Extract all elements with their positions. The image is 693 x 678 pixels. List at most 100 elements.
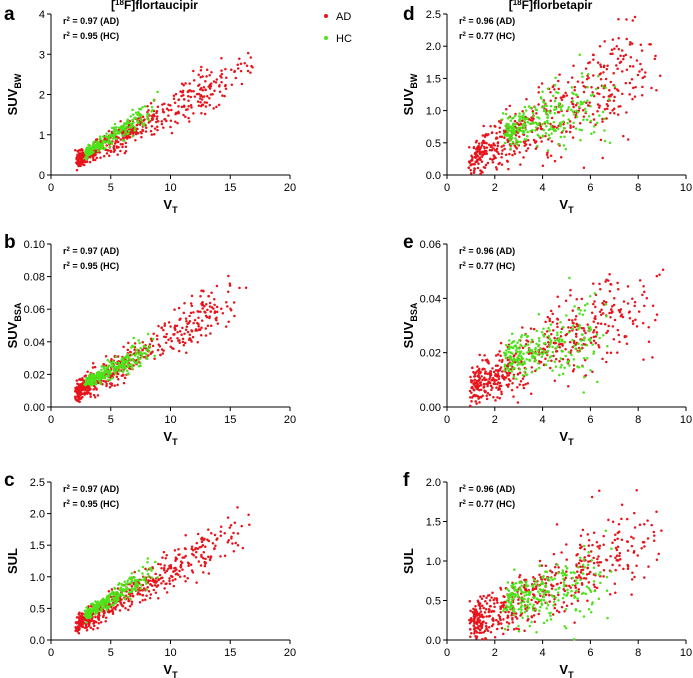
scatter-point-ad [200,545,203,548]
scatter-point-hc [108,372,111,375]
scatter-point-ad [475,610,479,613]
scatter-point-ad [205,302,208,306]
scatter-point-ad [617,18,620,21]
scatter-point-hc [546,576,549,580]
scatter-point-ad [211,541,215,545]
scatter-point-ad [481,358,484,362]
scatter-point-hc [127,595,130,598]
scatter-point-ad [549,154,553,158]
scatter-point-hc [527,606,531,610]
scatter-point-ad [118,609,122,612]
scatter-point-ad [484,622,488,625]
x-tick-label: 8 [635,647,641,659]
scatter-point-ad [579,534,583,537]
scatter-point-hc [92,140,95,144]
scatter-point-hc [567,118,570,121]
scatter-point-hc [539,96,543,99]
scatter-point-ad [557,593,560,597]
scatter-point-hc [145,582,148,585]
scatter-point-hc [133,129,136,132]
scatter-point-ad [539,360,543,364]
scatter-point-ad [537,91,540,94]
y-tick-label: 1.0 [426,106,441,118]
scatter-point-ad [81,395,84,399]
scatter-point-ad [587,76,590,80]
scatter-point-hc [591,93,595,97]
scatter-point-ad [599,287,602,291]
r2-annotation: r2 = 0.95 (HC) [63,31,119,41]
scatter-point-ad [516,401,520,404]
scatter-point-ad [474,371,478,374]
scatter-point-ad [479,169,482,172]
scatter-point-hc [589,328,593,331]
scatter-point-ad [104,616,108,620]
scatter-point-ad [476,166,480,170]
x-tick-label: 2 [492,647,498,659]
scatter-point-ad [208,103,212,107]
scatter-point-hc [131,134,135,138]
scatter-point-ad [147,109,150,112]
scatter-point-ad [483,135,487,139]
scatter-point-ad [482,367,485,370]
y-tick-label: 2.0 [426,477,441,489]
scatter-point-ad [151,344,155,348]
x-tick-label: 20 [284,182,296,194]
scatter-point-ad [187,321,191,325]
scatter-point-hc [502,609,505,613]
scatter-point-ad [611,325,615,328]
scatter-point-ad [183,341,187,345]
scatter-point-ad [481,620,484,624]
scatter-point-ad [497,377,501,381]
scatter-point-ad [484,624,488,628]
scatter-point-ad [231,542,234,545]
scatter-point-hc [100,609,103,613]
scatter-point-hc [585,585,589,588]
scatter-point-ad [578,559,582,562]
scatter-point-ad [514,612,518,615]
scatter-point-ad [206,308,209,312]
scatter-point-ad [479,146,483,149]
scatter-point-hc [579,556,582,560]
scatter-point-hc [603,139,607,143]
x-tick-label: 20 [284,647,296,659]
scatter-point-ad [208,74,211,77]
scatter-point-hc [84,381,88,384]
r2-annotation: r2 = 0.77 (HC) [459,31,515,41]
scatter-point-hc [139,364,142,368]
scatter-point-hc [102,376,106,380]
scatter-point-hc [520,590,524,594]
scatter-point-hc [592,580,596,583]
scatter-point-hc [571,338,574,342]
scatter-point-ad [570,76,574,79]
scatter-point-ad [247,513,250,517]
scatter-point-ad [594,341,598,345]
scatter-point-ad [485,627,488,631]
scatter-point-ad [594,305,597,309]
scatter-point-hc [106,358,109,362]
scatter-point-hc [518,581,522,585]
scatter-point-hc [516,595,520,598]
scatter-point-hc [554,339,557,342]
scatter-point-hc [575,94,579,97]
scatter-point-hc [545,619,549,622]
scatter-point-ad [533,140,537,143]
x-tick-label: 6 [587,647,593,659]
y-tick-label: 0.04 [420,293,441,305]
x-axis-label: VT [559,429,574,447]
scatter-point-hc [541,134,545,137]
scatter-point-ad [200,65,203,69]
scatter-point-ad [485,141,488,145]
x-tick-label: 2 [492,182,498,194]
x-tick-label: 10 [164,647,176,659]
scatter-point-hc [523,105,527,109]
scatter-point-ad [555,582,559,586]
scatter-point-ad [557,610,561,614]
scatter-point-ad [643,75,646,78]
scatter-point-ad [201,300,204,304]
scatter-point-ad [500,152,504,155]
scatter-point-ad [213,303,216,307]
scatter-point-ad [600,308,603,312]
scatter-point-hc [554,588,558,591]
scatter-point-ad [592,328,596,332]
scatter-point-ad [199,76,202,79]
